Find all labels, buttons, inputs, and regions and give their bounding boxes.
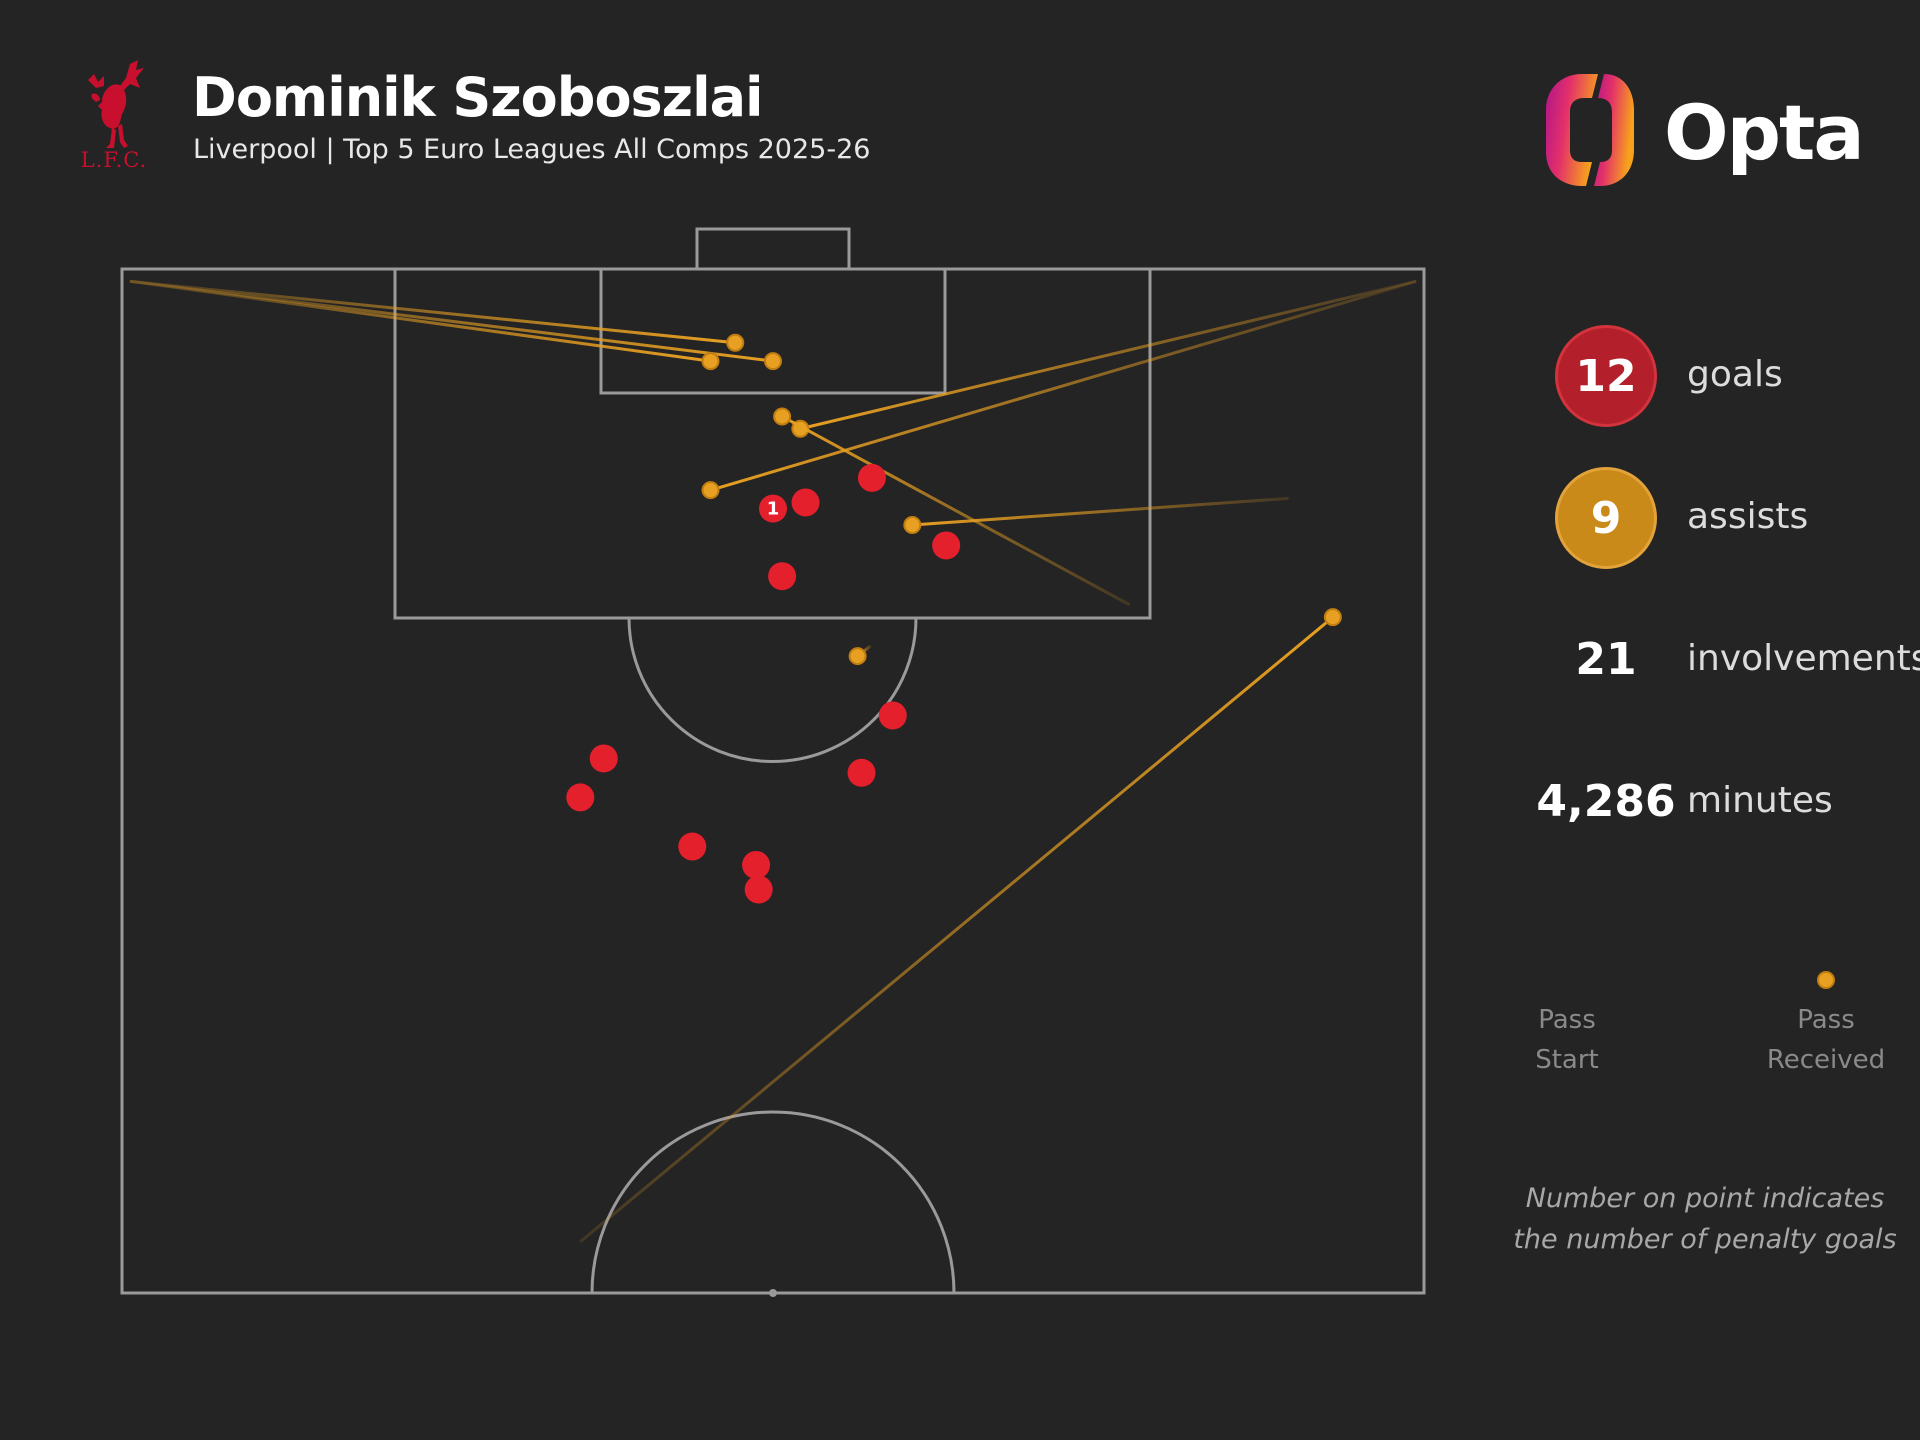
involvements-label: involvements: [1687, 638, 1920, 679]
goal-point: [768, 562, 797, 591]
pitch-outline: [120, 267, 1426, 1295]
goal-point: [742, 850, 771, 879]
involvements-count: 21: [1575, 634, 1637, 685]
assist-pass-line: [781, 415, 1131, 607]
goal-point: [857, 463, 886, 492]
goal-point: [678, 832, 707, 861]
pitch-lines: [120, 227, 1426, 1297]
assist-pass-received-point: [1323, 608, 1342, 627]
centre-spot: [769, 1289, 777, 1297]
goals-label: goals: [1687, 354, 1783, 395]
goal-point: [744, 875, 773, 904]
legend-pass-received-label: Pass Received: [1766, 1005, 1886, 1075]
goal-point: [932, 531, 961, 560]
legend: [1567, 971, 1835, 989]
page-subtitle: Liverpool | Top 5 Euro Leagues All Comps…: [193, 134, 871, 165]
assist-pass-line: [129, 279, 711, 363]
assist-layer: [129, 279, 1417, 1243]
assist-pass-line: [129, 279, 736, 345]
penalty-arc: [627, 617, 918, 763]
assist-pass-received-point: [848, 647, 867, 666]
centre-circle-arc: [590, 1110, 956, 1294]
assist-pass-received-point: [726, 333, 745, 352]
footnote: Number on point indicates the number of …: [1513, 1183, 1897, 1255]
assist-pass-received-point: [701, 481, 720, 500]
penalty-area: [393, 267, 1152, 620]
page-title: Dominik Szoboszlai: [192, 66, 764, 129]
assist-pass-line: [579, 616, 1334, 1243]
assists-label: assists: [1687, 496, 1809, 537]
goal-frame: [695, 227, 851, 271]
minutes-label: minutes: [1687, 780, 1833, 821]
assist-pass-received-point: [701, 352, 720, 371]
minutes-count: 4,286: [1536, 776, 1676, 827]
liver-bird-crest-icon: [88, 60, 144, 148]
legend-pass-received-dot: [1817, 971, 1835, 989]
goal-point: [878, 701, 907, 730]
goal-point: [566, 783, 595, 812]
goal-layer: 1: [566, 463, 961, 904]
assist-pass-line: [710, 279, 1417, 492]
assist-pass-received-point: [773, 407, 792, 426]
legend-pass-start-label: Pass Start: [1535, 1005, 1599, 1075]
assist-pass-received-point: [903, 516, 922, 534]
opta-logo-text: Opta: [1664, 88, 1865, 177]
opta-logo: Opta: [1542, 70, 1865, 192]
club-crest-text: L.F.C.: [80, 148, 148, 172]
goal-point: [589, 744, 618, 773]
assists-count-badge: 9: [1555, 467, 1657, 569]
goal-point: [791, 488, 820, 517]
six-yard-box: [599, 267, 947, 395]
penalty-goal-point: [759, 494, 787, 523]
assist-pass-received-point: [764, 352, 782, 371]
penalty-goal-count-label: 1: [767, 499, 780, 520]
goal-point: [847, 758, 876, 787]
goals-count-badge: 12: [1555, 325, 1657, 427]
assist-pass-line: [912, 496, 1289, 527]
opta-logo-icon: [1546, 74, 1634, 186]
assist-pass-line: [799, 279, 1417, 431]
